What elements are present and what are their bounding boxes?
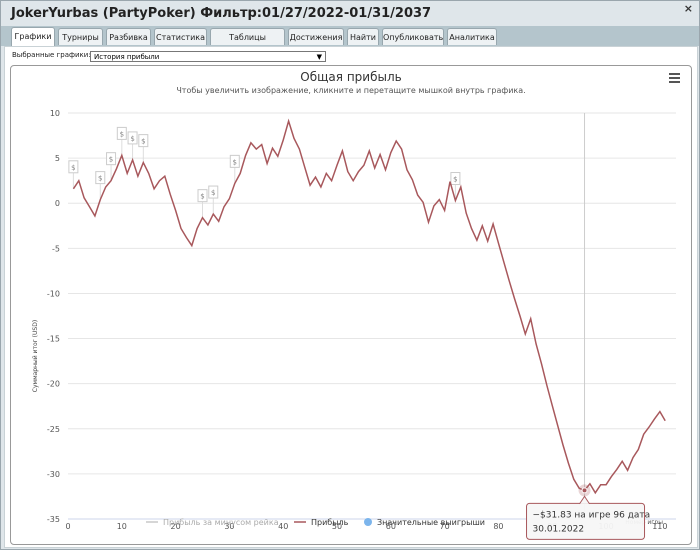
marker-flag — [95, 171, 106, 185]
marker-symbol: $ — [211, 189, 215, 197]
x-tick-label: 0 — [65, 522, 70, 531]
chart-subtitle: Чтобы увеличить изображение, кликните и … — [176, 86, 525, 95]
marker-flag — [116, 126, 127, 140]
tab-analytics[interactable]: Аналитика — [447, 28, 497, 45]
y-tick-label: 0 — [55, 199, 60, 208]
marker-symbol: $ — [120, 130, 124, 138]
y-tick-label: -5 — [52, 244, 60, 253]
y-tick-label: -30 — [47, 470, 60, 479]
legend-wins-label: Значительные выигрыши — [377, 518, 485, 527]
x-tick-label: 80 — [493, 522, 503, 531]
window-title: JokerYurbas (PartyPoker) Фильтр:01/27/20… — [11, 6, 432, 21]
tab-leaderboards[interactable]: Таблицы лидеров — [210, 28, 285, 59]
y-tick-label: 5 — [55, 154, 60, 163]
x-tick-label: 20 — [171, 522, 181, 531]
profit-chart[interactable]: Общая прибыль Чтобы увеличить изображени… — [11, 66, 691, 544]
marker-flag — [127, 131, 138, 145]
marker-flag — [229, 154, 240, 168]
marker-symbol: $ — [109, 156, 113, 164]
y-axis-ticks: 10 5 0 -5 -10 -15 -20 -25 -30 -35 — [47, 109, 60, 524]
significant-wins-markers: $ $ $ $ $ $ $ $ $ $ — [68, 126, 461, 217]
marker-flag — [197, 189, 208, 203]
legend-item-significant-wins[interactable]: Значительные выигрыши — [364, 518, 485, 527]
legend-item-profit[interactable]: Прибыль — [294, 518, 349, 527]
marker-symbol: $ — [200, 193, 204, 201]
tab-charts[interactable]: Графики — [11, 27, 55, 46]
y-tick-label: -25 — [47, 425, 60, 434]
tab-bar: Графики Турниры Разбивка Статистика Табл… — [1, 26, 699, 59]
x-tick-label: 110 — [652, 522, 667, 531]
tab-statistics[interactable]: Статистика — [154, 28, 207, 45]
tab-find[interactable]: Найти — [347, 28, 379, 45]
chevron-down-icon: ▼ — [316, 53, 322, 61]
x-tick-label: 70 — [440, 522, 450, 531]
tooltip-line-2: 30.01.2022 — [533, 524, 585, 534]
tooltip-pointer — [579, 495, 590, 505]
marker-flag — [208, 185, 219, 199]
marker-flag — [138, 134, 149, 148]
legend-profit-label: Прибыль — [311, 518, 349, 527]
y-tick-label: 10 — [50, 109, 60, 118]
tab-breakdown[interactable]: Разбивка — [106, 28, 151, 45]
charts-panel: Выбранные графики: История прибыли ▼ Общ… — [4, 46, 698, 548]
tab-publish[interactable]: Опубликовать — [382, 28, 444, 45]
x-tick-label: 40 — [278, 522, 288, 531]
profit-series-line — [72, 118, 666, 495]
chart-tooltip: −$31.83 на игре 96 дата 30.01.2022 — [526, 495, 651, 540]
marker-symbol: $ — [71, 164, 75, 172]
x-tick-label: 30 — [224, 522, 234, 531]
y-tick-label: -15 — [47, 335, 60, 344]
marker-flag — [450, 172, 461, 186]
x-tick-label: 50 — [332, 522, 342, 531]
legend-item-rake-profit[interactable]: Прибыль за минусом рейка — [146, 518, 279, 527]
y-tick-label: -35 — [47, 515, 60, 524]
marker-symbol: $ — [98, 175, 102, 183]
title-bar: JokerYurbas (PartyPoker) Фильтр:01/27/20… — [1, 1, 699, 26]
marker-flag — [68, 160, 79, 174]
chart-legend: Прибыль за минусом рейка Прибыль Значите… — [146, 518, 485, 527]
y-axis-label: Суммарный итог (USD) — [32, 320, 39, 392]
x-tick-label: 60 — [386, 522, 396, 531]
marker-symbol: $ — [453, 176, 457, 184]
marker-symbol: $ — [233, 158, 237, 166]
y-tick-label: -20 — [47, 380, 60, 389]
graph-selector-label: Выбранные графики: — [12, 51, 91, 59]
hamburger-icon[interactable] — [669, 73, 680, 83]
legend-wins-swatch — [364, 518, 372, 526]
marker-symbol: $ — [130, 135, 134, 143]
marker-symbol: $ — [141, 138, 145, 146]
tooltip-line-1: −$31.83 на игре 96 дата — [533, 510, 651, 520]
chart-title: Общая прибыль — [300, 70, 401, 84]
legend-rake-label: Прибыль за минусом рейка — [163, 518, 279, 527]
graph-selector-value: История прибыли — [94, 53, 160, 61]
hover-dot — [581, 487, 588, 494]
x-tick-label: 10 — [117, 522, 127, 531]
tab-tournaments[interactable]: Турниры — [58, 28, 103, 45]
hovered-point — [578, 484, 591, 497]
tab-achievements[interactable]: Достижения — [288, 28, 344, 45]
profit-chart-container[interactable]: Общая прибыль Чтобы увеличить изображени… — [10, 65, 692, 545]
y-tick-label: -10 — [47, 289, 60, 298]
marker-flag — [106, 152, 117, 166]
graph-selector-dropdown[interactable]: История прибыли ▼ — [90, 51, 326, 62]
close-icon[interactable]: × — [683, 2, 693, 15]
